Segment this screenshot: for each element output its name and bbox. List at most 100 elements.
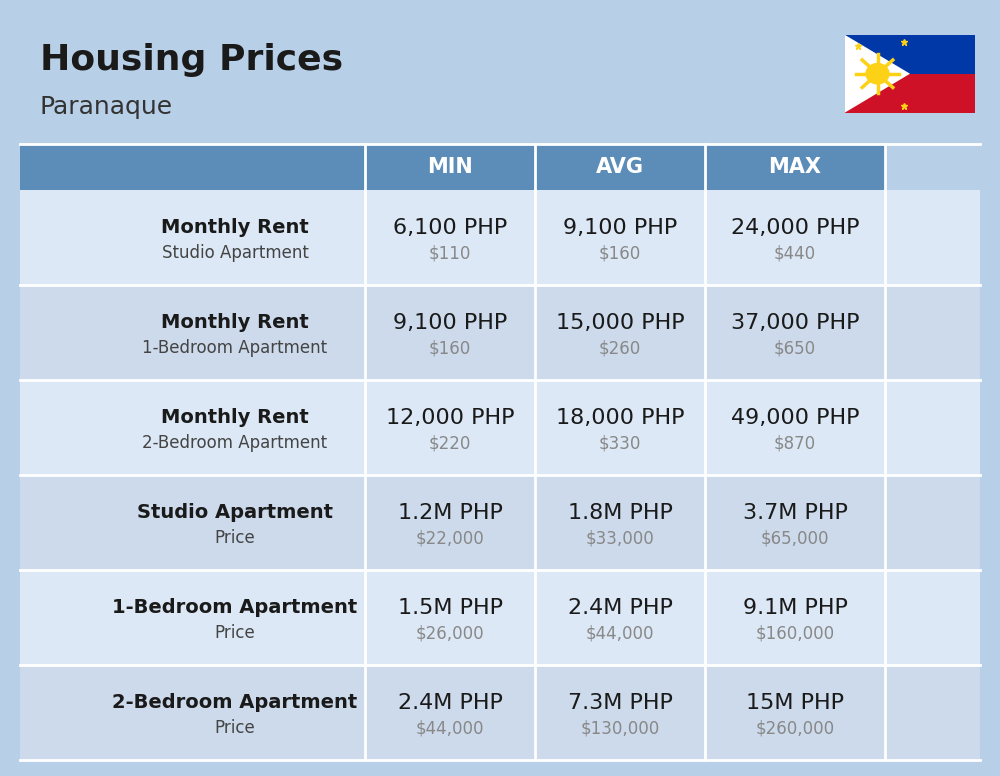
Bar: [54, 511, 60, 518]
Bar: [37, 345, 98, 347]
Text: Monthly Rent: Monthly Rent: [161, 314, 309, 332]
Bar: [45, 235, 52, 241]
Text: $130,000: $130,000: [580, 719, 660, 737]
Circle shape: [93, 642, 102, 649]
Bar: [54, 253, 60, 258]
Bar: [37, 323, 98, 324]
Text: 9.1M PHP: 9.1M PHP: [743, 598, 847, 618]
Text: 1.2M PHP: 1.2M PHP: [398, 503, 502, 523]
Text: $44,000: $44,000: [586, 625, 654, 643]
Circle shape: [865, 63, 890, 85]
Bar: [37, 227, 43, 232]
Bar: [40, 623, 50, 629]
Bar: [70, 532, 77, 537]
Text: 6,100 PHP: 6,100 PHP: [393, 217, 507, 237]
Text: 49,000 PHP: 49,000 PHP: [731, 407, 859, 428]
Bar: [37, 333, 98, 334]
Bar: [75, 601, 84, 608]
Text: 37,000 PHP: 37,000 PHP: [731, 313, 859, 333]
Bar: [37, 244, 43, 249]
Text: 1.8M PHP: 1.8M PHP: [568, 503, 672, 523]
Text: 2.4M PHP: 2.4M PHP: [398, 693, 502, 713]
Circle shape: [98, 546, 105, 551]
Polygon shape: [845, 35, 910, 113]
Circle shape: [29, 450, 39, 458]
Bar: [59, 726, 73, 741]
Text: MIN: MIN: [427, 157, 473, 177]
Bar: [45, 227, 52, 232]
Bar: [86, 316, 96, 322]
Bar: [41, 715, 57, 716]
Bar: [34, 215, 64, 264]
Bar: [57, 611, 67, 617]
Text: MAX: MAX: [768, 157, 821, 177]
Text: 2.4M PHP: 2.4M PHP: [568, 598, 672, 618]
Bar: [41, 430, 57, 431]
Bar: [86, 623, 96, 629]
Bar: [86, 325, 96, 331]
Bar: [40, 601, 50, 608]
Bar: [40, 338, 50, 344]
Bar: [82, 709, 83, 722]
Bar: [86, 637, 96, 643]
Text: Studio Apartment: Studio Apartment: [137, 504, 333, 522]
Text: $160: $160: [599, 244, 641, 262]
Circle shape: [30, 546, 37, 551]
Bar: [54, 538, 60, 543]
Text: $260: $260: [599, 339, 641, 357]
Circle shape: [31, 357, 39, 363]
Text: Studio Apartment: Studio Apartment: [162, 244, 308, 262]
Bar: [70, 246, 77, 251]
Polygon shape: [845, 35, 910, 113]
Bar: [37, 608, 98, 609]
Bar: [79, 514, 86, 519]
Bar: [88, 514, 94, 519]
Text: $440: $440: [774, 244, 816, 262]
Bar: [88, 522, 94, 528]
Bar: [68, 215, 101, 258]
Bar: [37, 630, 98, 632]
Bar: [59, 440, 73, 456]
Bar: [79, 532, 86, 537]
Text: Price: Price: [215, 719, 255, 737]
Bar: [82, 424, 83, 437]
Bar: [845, 74, 975, 113]
Bar: [75, 338, 84, 344]
Bar: [37, 235, 43, 241]
Text: Price: Price: [215, 625, 255, 643]
Bar: [37, 253, 43, 258]
Bar: [75, 623, 84, 629]
Text: $650: $650: [774, 339, 816, 357]
Bar: [75, 709, 91, 722]
Text: $33,000: $33,000: [586, 529, 654, 547]
Bar: [48, 709, 50, 722]
Text: 18,000 PHP: 18,000 PHP: [556, 407, 684, 428]
Text: 9,100 PHP: 9,100 PHP: [393, 313, 507, 333]
Text: $44,000: $44,000: [416, 719, 484, 737]
Bar: [79, 246, 86, 251]
Circle shape: [98, 260, 105, 265]
Bar: [54, 520, 60, 525]
Bar: [48, 424, 50, 437]
Text: $870: $870: [774, 435, 816, 452]
Polygon shape: [34, 690, 101, 703]
Polygon shape: [34, 404, 101, 417]
Text: $65,000: $65,000: [761, 529, 829, 547]
Bar: [75, 352, 84, 358]
Bar: [88, 246, 94, 251]
Bar: [45, 253, 52, 258]
Bar: [60, 349, 73, 361]
Bar: [37, 417, 98, 456]
Text: 2-Bedroom Apartment: 2-Bedroom Apartment: [142, 435, 328, 452]
Bar: [70, 514, 77, 519]
Text: $220: $220: [429, 435, 471, 452]
Text: 12,000 PHP: 12,000 PHP: [386, 407, 514, 428]
Bar: [40, 352, 50, 358]
Text: 9,100 PHP: 9,100 PHP: [563, 217, 677, 237]
Text: 7.3M PHP: 7.3M PHP: [568, 693, 672, 713]
Circle shape: [31, 642, 39, 649]
Bar: [75, 316, 84, 322]
Text: Housing Prices: Housing Prices: [40, 43, 343, 77]
Text: 15M PHP: 15M PHP: [746, 693, 844, 713]
Bar: [45, 520, 52, 525]
